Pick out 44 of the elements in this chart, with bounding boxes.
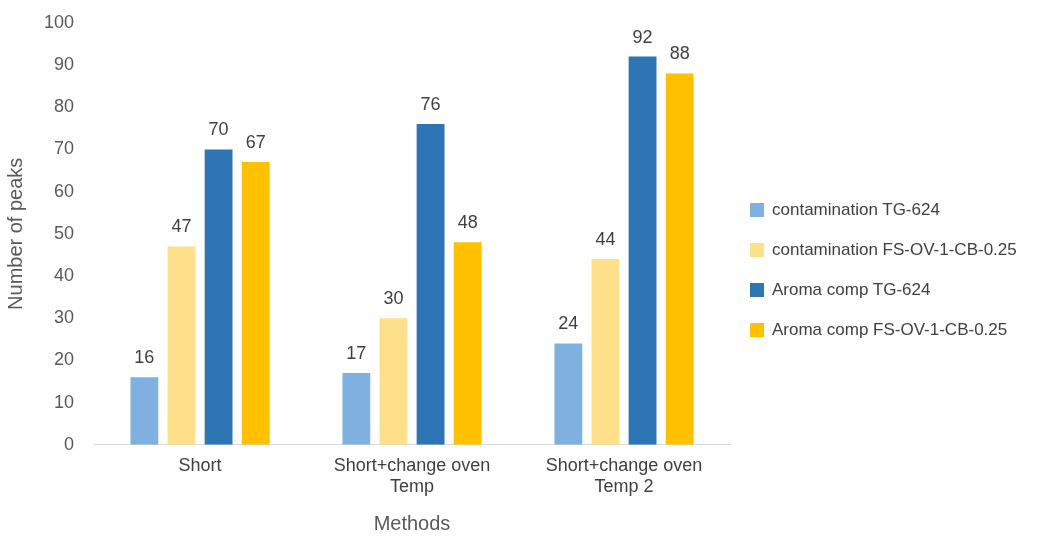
- y-tick-label: 30: [54, 307, 75, 328]
- data-label: 92: [632, 26, 653, 47]
- data-label: 88: [669, 43, 690, 64]
- legend-label: contamination TG-624: [772, 200, 940, 220]
- legend-label: Aroma comp FS-OV-1-CB-0.25: [772, 320, 1008, 340]
- data-label: 48: [457, 212, 478, 233]
- y-tick-label: 60: [54, 180, 75, 201]
- x-tick-label: Short+change oven Temp: [333, 454, 491, 497]
- data-label: 70: [208, 119, 229, 140]
- bar: [453, 242, 482, 445]
- y-tick-label: 40: [54, 264, 75, 285]
- bar: [628, 56, 657, 445]
- data-label: 17: [346, 343, 367, 364]
- y-tick-label: 100: [43, 11, 75, 32]
- y-tick-label: 20: [54, 349, 75, 370]
- bar: [241, 162, 270, 445]
- data-label: 30: [383, 288, 404, 309]
- bar: [342, 373, 371, 445]
- bar: [665, 73, 694, 445]
- data-label: 24: [558, 313, 579, 334]
- y-axis-title: Number of peaks: [3, 157, 26, 310]
- bar: [167, 246, 196, 445]
- y-tick-label: 90: [54, 53, 75, 74]
- y-tick-label: 10: [54, 391, 75, 412]
- bar: [379, 318, 408, 445]
- bar: [591, 259, 620, 445]
- y-tick-label: 50: [54, 222, 75, 243]
- x-tick-label: Short+change oven Temp 2: [545, 454, 703, 497]
- legend-label: contamination FS-OV-1-CB-0.25: [772, 240, 1017, 260]
- bar: [416, 124, 445, 445]
- y-tick-label: 80: [54, 96, 75, 117]
- data-label: 67: [245, 132, 266, 153]
- data-label: 47: [171, 216, 192, 237]
- x-axis-title: Methods: [373, 511, 451, 534]
- y-tick-label: 70: [54, 138, 75, 159]
- bar: [554, 343, 583, 445]
- y-tick-label: 0: [64, 433, 75, 454]
- data-label: 76: [420, 94, 441, 115]
- data-label: 16: [134, 347, 155, 368]
- data-label: 44: [595, 229, 616, 250]
- legend-label: Aroma comp TG-624: [772, 280, 931, 300]
- bar: [130, 377, 159, 445]
- x-tick-label: Short: [178, 454, 222, 475]
- bar: [204, 149, 233, 445]
